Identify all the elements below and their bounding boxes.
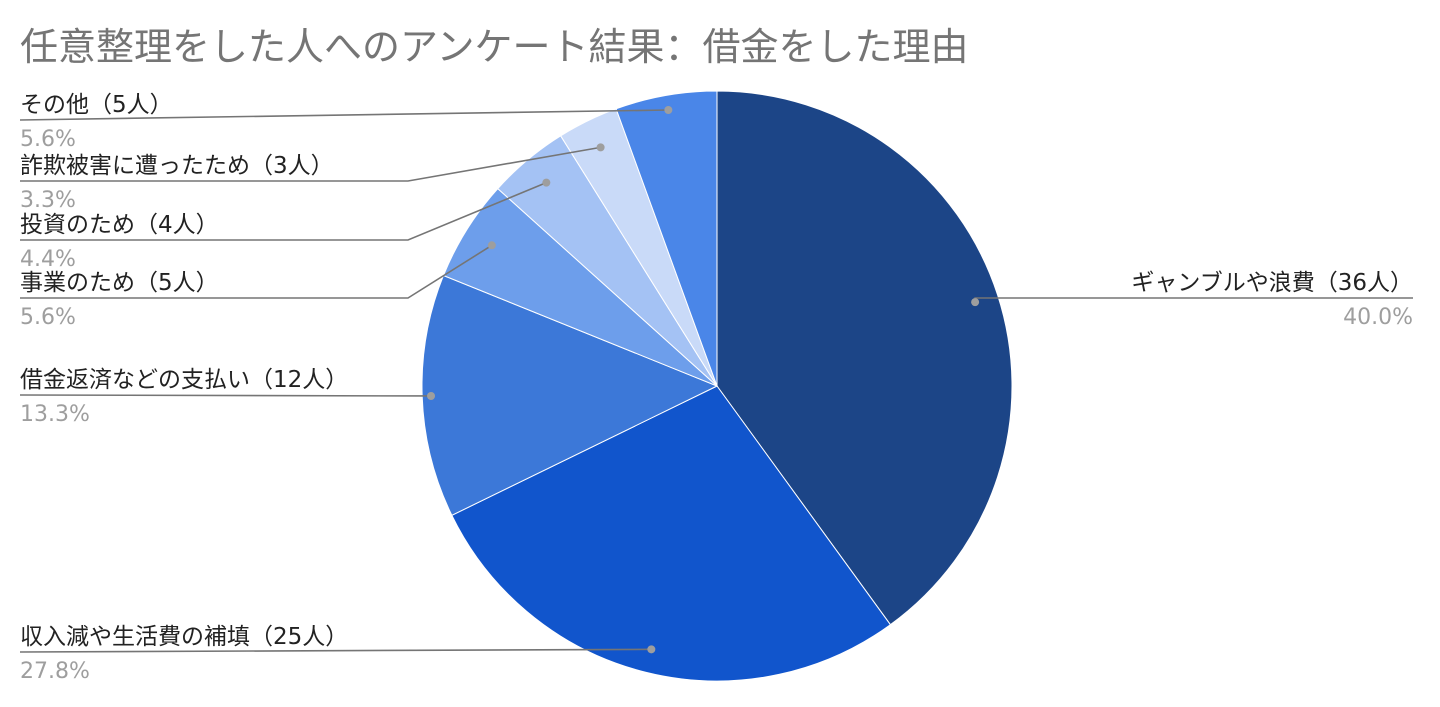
leader-line	[19, 394, 432, 397]
leader-line	[20, 244, 493, 299]
slice-label: その他（5人）	[20, 92, 173, 118]
slice-percent-label: 40.0%	[1343, 305, 1413, 330]
leader-dot	[542, 178, 551, 187]
slice-percent-label: 5.6%	[20, 127, 76, 152]
pie-slice	[615, 90, 718, 387]
slice-label: 投資のため（4人）	[20, 212, 219, 238]
leader-dot	[647, 645, 656, 654]
leader-dot	[596, 143, 605, 152]
slice-percent-label: 5.6%	[20, 305, 76, 330]
pie-slice	[451, 385, 892, 682]
slice-percent-label: 13.3%	[20, 402, 90, 427]
slice-label: 借金返済などの支払い（12人）	[20, 367, 348, 393]
leader-dot	[427, 391, 436, 400]
leader-dot	[487, 241, 496, 250]
slice-label: 詐欺被害に遭ったため（3人）	[20, 153, 334, 179]
slice-percent-label: 3.3%	[20, 188, 76, 213]
slice-percent-label: 27.8%	[20, 659, 90, 684]
slice-label: 事業のため（5人）	[20, 270, 219, 296]
slice-label: ギャンブルや浪費（36人）	[1131, 270, 1413, 296]
chart-title: 任意整理をした人へのアンケート結果：借金をした理由	[20, 25, 968, 69]
leader-line	[19, 109, 669, 121]
leader-line	[974, 297, 1413, 303]
slice-label: 収入減や生活費の補填（25人）	[20, 624, 348, 650]
slice-percent-label: 4.4%	[20, 247, 76, 272]
leader-line	[20, 181, 547, 241]
leader-dot	[664, 106, 673, 115]
pie-slice	[716, 90, 1013, 626]
leader-line	[19, 648, 652, 653]
leader-dot	[971, 298, 980, 307]
leader-line	[20, 146, 601, 182]
